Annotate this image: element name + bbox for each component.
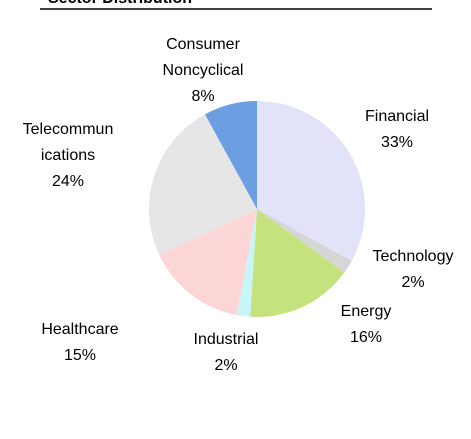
pie-slice xyxy=(257,209,352,273)
value-label: 24% xyxy=(51,173,85,190)
slice-label: Telecommunications 24% xyxy=(22,117,114,195)
pie-slice xyxy=(149,114,257,255)
pie-slice xyxy=(159,209,257,316)
category-label: Energy xyxy=(340,303,392,320)
slices xyxy=(149,101,365,317)
chart-title: Sector Distribution xyxy=(48,0,192,8)
category-label: Financial xyxy=(364,108,430,125)
value-label: 2% xyxy=(401,274,425,291)
category-label: Consumer Noncyclical xyxy=(162,36,244,79)
slice-label: Technology 2% xyxy=(353,244,471,296)
value-label: 8% xyxy=(191,88,215,105)
value-label: 16% xyxy=(349,329,383,346)
slice-label: Healthcare 15% xyxy=(25,317,135,369)
slice-label: Consumer Noncyclical 8% xyxy=(148,32,258,110)
pie-slice xyxy=(236,209,257,317)
category-label: Technology xyxy=(372,248,454,265)
slice-label: Industrial 2% xyxy=(176,327,276,379)
pie-slice xyxy=(204,101,257,209)
category-label: Industrial xyxy=(193,331,259,348)
category-label: Healthcare xyxy=(41,321,119,338)
pie-slice xyxy=(250,209,345,317)
slice-label: Financial 33% xyxy=(337,104,457,156)
slice-label: Energy 16% xyxy=(316,299,416,351)
value-label: 2% xyxy=(214,357,238,374)
value-label: 33% xyxy=(380,134,414,151)
value-label: 15% xyxy=(63,347,97,364)
category-label: Telecommunications xyxy=(22,121,114,164)
pie-slice xyxy=(257,101,365,262)
